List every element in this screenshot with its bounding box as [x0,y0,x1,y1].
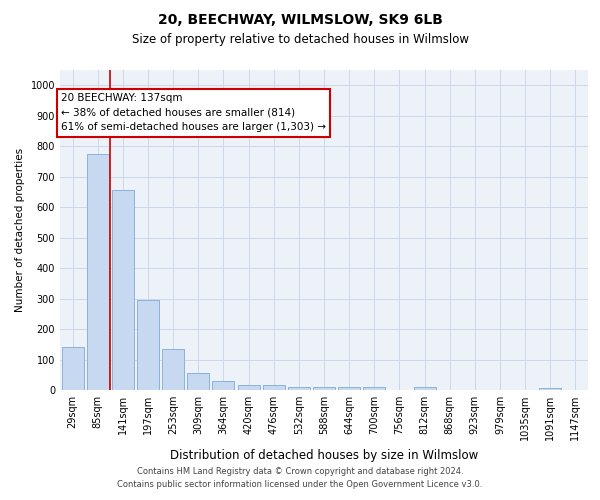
Text: Size of property relative to detached houses in Wilmslow: Size of property relative to detached ho… [131,32,469,46]
Text: 20, BEECHWAY, WILMSLOW, SK9 6LB: 20, BEECHWAY, WILMSLOW, SK9 6LB [158,12,442,26]
Text: 20 BEECHWAY: 137sqm
← 38% of detached houses are smaller (814)
61% of semi-detac: 20 BEECHWAY: 137sqm ← 38% of detached ho… [61,93,326,132]
X-axis label: Distribution of detached houses by size in Wilmslow: Distribution of detached houses by size … [170,448,478,462]
Bar [187,373,209,390]
Text: Contains public sector information licensed under the Open Government Licence v3: Contains public sector information licen… [118,480,482,489]
Bar [263,384,285,390]
Bar [313,387,335,390]
Bar [112,190,134,390]
Bar [62,348,83,390]
Bar [212,382,235,390]
Bar [288,387,310,390]
Bar [338,387,360,390]
Bar [413,387,436,390]
Bar [539,388,562,390]
Text: Contains HM Land Registry data © Crown copyright and database right 2024.: Contains HM Land Registry data © Crown c… [137,467,463,476]
Bar [363,387,385,390]
Bar [238,384,260,390]
Bar [162,349,184,390]
Bar [137,300,159,390]
Y-axis label: Number of detached properties: Number of detached properties [15,148,25,312]
Bar [86,154,109,390]
